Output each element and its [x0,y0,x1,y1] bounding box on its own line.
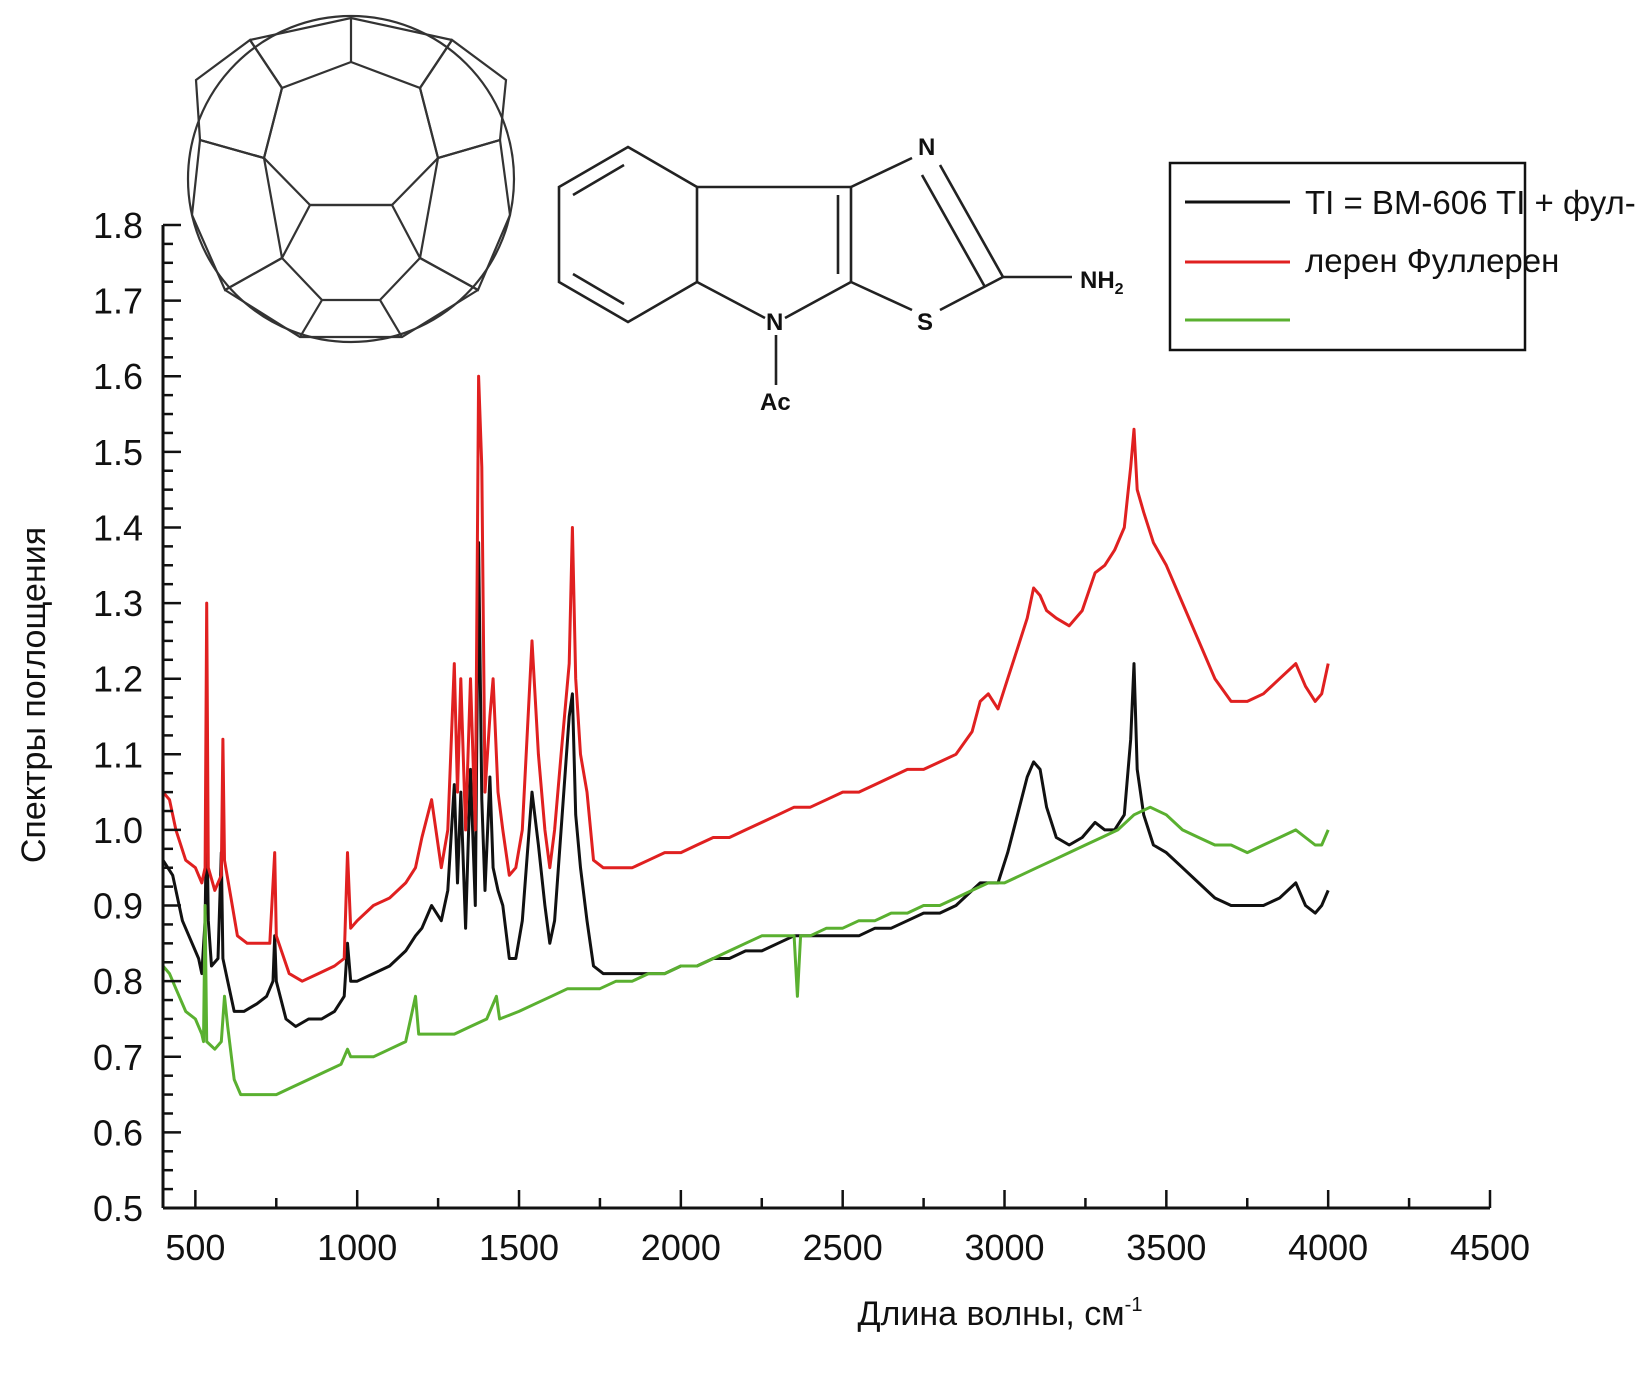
x-tick-label: 2000 [641,1227,721,1268]
fullerene-structure-image [186,14,516,344]
y-tick-label: 0.5 [93,1188,143,1229]
series-line-0 [161,541,1330,1028]
y-tick-label: 1.7 [93,281,143,322]
y-tick-label: 1.5 [93,432,143,473]
y-axis-title: Спектры поглощения [15,527,53,863]
molecule-structure-image [557,145,1072,385]
x-tick-label: 4500 [1450,1227,1530,1268]
molecule-atom-n-top: N [918,134,935,161]
legend: TI = BM-606 TI + фул- лерен Фуллерен [1168,161,1636,352]
x-tick-label: 500 [165,1227,225,1268]
molecule-atom-s: S [917,309,933,336]
y-tick-label: 1.6 [93,356,143,397]
y-tick-label: 0.8 [93,961,143,1002]
y-tick-label: 0.7 [93,1037,143,1078]
molecule-atom-n-ring: N [766,309,783,336]
x-tick-label: 3500 [1126,1227,1206,1268]
legend-label-line-2: лерен Фуллерен [1305,242,1559,279]
plot-axes: 500 1000 1500 2000 2500 3000 3500 4000 4500 0.5 0.… [93,205,1530,1268]
y-tick-label: 1.8 [93,205,143,246]
legend-label-line-1: TI = BM-606 TI + фул- [1305,184,1636,221]
x-tick-label: 3000 [964,1227,1044,1268]
y-tick-label: 1.4 [93,507,143,548]
x-tick-label: 2500 [803,1227,883,1268]
y-tick-label: 1.3 [93,583,143,624]
molecule-group-ac: Ac [760,389,791,416]
y-tick-label: 0.9 [93,886,143,927]
y-tick-label: 1.2 [93,659,143,700]
y-tick-label: 1.0 [93,810,143,851]
plot-series [161,374,1330,1097]
x-tick-label: 1500 [479,1227,559,1268]
series-line-2 [161,805,1330,1097]
x-tick-label: 4000 [1288,1227,1368,1268]
x-axis-title: Длина волны, см-1 [858,1294,1143,1333]
y-tick-label: 0.6 [93,1112,143,1153]
y-tick-label: 1.1 [93,734,143,775]
series-line-1 [161,374,1330,983]
x-tick-label: 1000 [317,1227,397,1268]
molecule-group-nh2: NH2 [1080,267,1124,298]
